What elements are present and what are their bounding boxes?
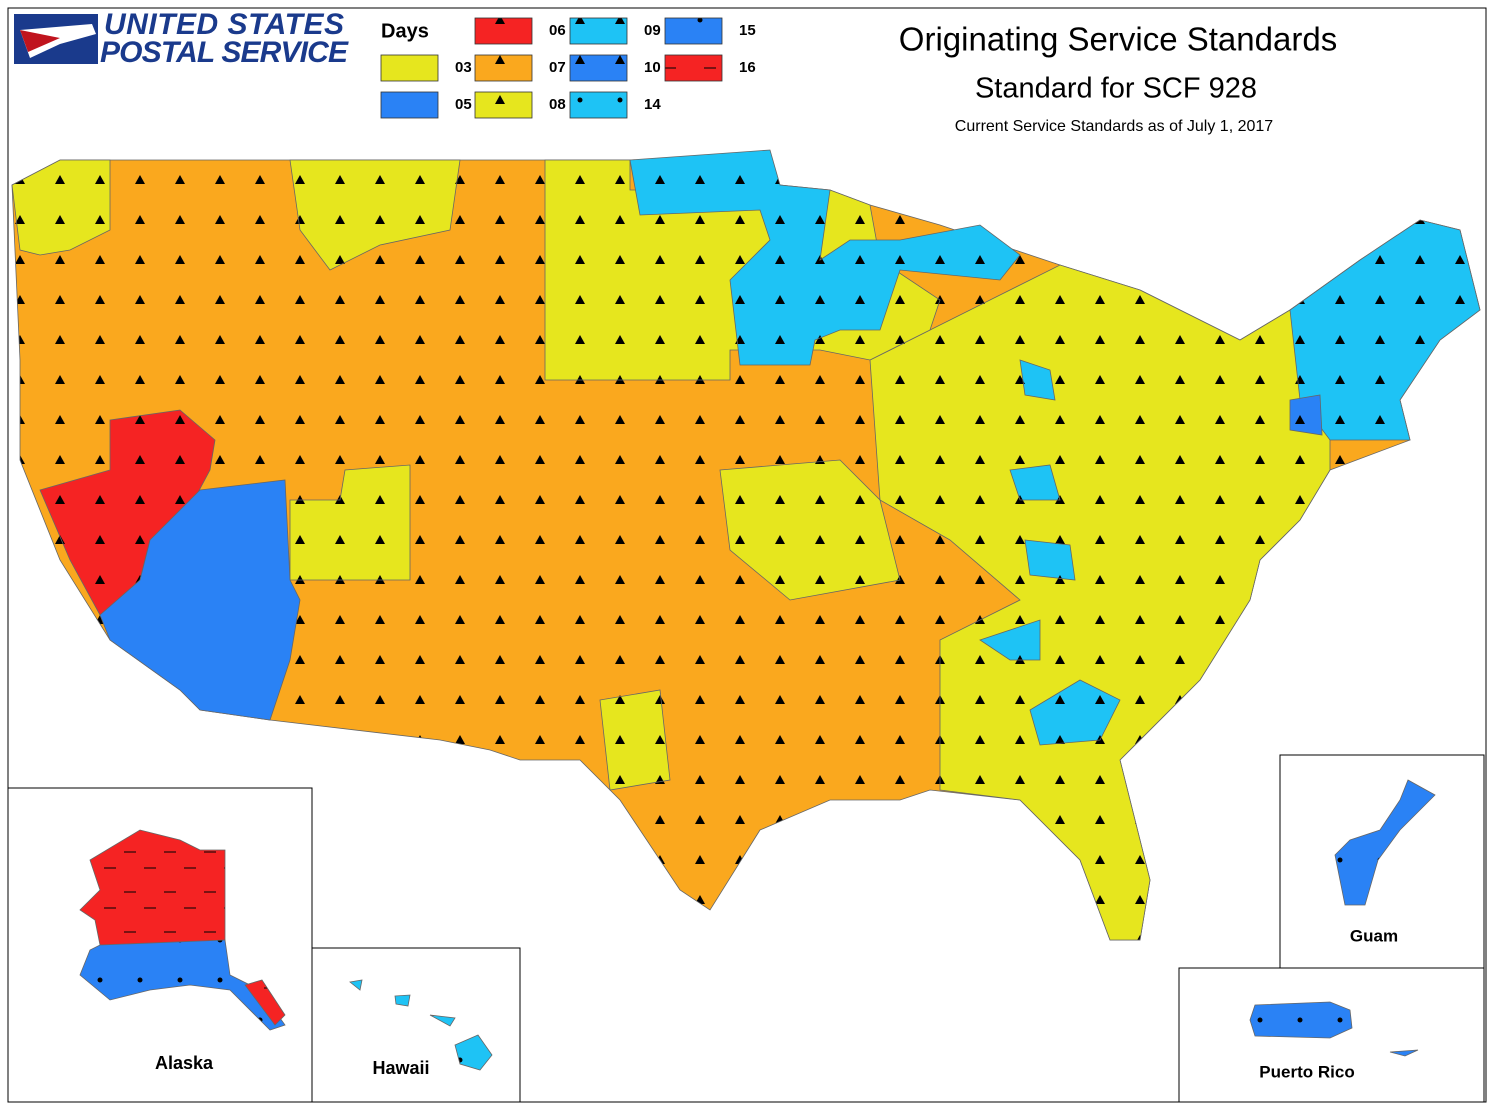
inset-frame	[311, 947, 521, 1103]
legend-swatch	[664, 54, 723, 82]
logo-line1: UNITED STATES	[104, 8, 344, 41]
region	[79, 939, 286, 1031]
logo: UNITED STATES POSTAL SERVICE	[14, 8, 349, 69]
inset-label: Guam	[1350, 926, 1398, 945]
region	[1019, 359, 1056, 401]
legend: 03 05 06 07 08 09 10 14 15 16	[380, 17, 756, 119]
inset-label: Puerto Rico	[1259, 1062, 1354, 1081]
legend-label: 03	[455, 59, 472, 76]
legend-swatch	[380, 54, 439, 82]
region	[454, 1034, 493, 1071]
region	[1249, 1001, 1353, 1039]
region	[1334, 779, 1436, 906]
legend-label: 05	[455, 96, 472, 113]
legend-swatch	[380, 91, 439, 119]
region	[599, 689, 671, 791]
legend-label: 15	[739, 22, 756, 39]
region	[1009, 464, 1061, 501]
logo-stripe	[20, 30, 60, 52]
region	[11, 159, 111, 256]
logo-eagle	[20, 24, 96, 58]
region	[629, 149, 1021, 366]
legend-label: 06	[549, 22, 566, 39]
inset-label: Alaska	[155, 1053, 214, 1073]
legend-label: 08	[549, 96, 566, 113]
region	[394, 994, 411, 1007]
inset-label: Hawaii	[372, 1058, 429, 1078]
logo-line2: POSTAL SERVICE	[100, 36, 349, 69]
note: Current Service Standards as of July 1, …	[955, 118, 1273, 135]
legend-swatch	[474, 91, 533, 119]
legend-swatch	[664, 17, 723, 45]
legend-swatch	[569, 54, 628, 82]
region	[869, 264, 1331, 941]
legend-label: 09	[644, 22, 661, 39]
title: Originating Service Standards	[899, 21, 1337, 58]
region	[1029, 679, 1121, 746]
legend-label: 16	[739, 59, 756, 76]
legend-swatch	[474, 54, 533, 82]
region	[979, 619, 1041, 661]
subtitle: Standard for SCF 928	[975, 73, 1257, 105]
region	[719, 459, 901, 601]
region	[1389, 1049, 1419, 1057]
legend-swatch	[569, 91, 628, 119]
region	[429, 1014, 456, 1027]
legend-label: 10	[644, 59, 661, 76]
legend-label: 07	[549, 59, 566, 76]
legend-swatch	[569, 17, 628, 45]
region	[1289, 394, 1323, 436]
legend-title: Days	[381, 20, 429, 42]
region	[349, 979, 363, 991]
region	[99, 479, 301, 721]
legend-swatch	[474, 17, 533, 45]
region	[1024, 539, 1076, 581]
contiguous-us	[11, 149, 1481, 941]
legend-label: 14	[644, 96, 661, 113]
region	[289, 159, 461, 271]
region	[244, 979, 286, 1026]
